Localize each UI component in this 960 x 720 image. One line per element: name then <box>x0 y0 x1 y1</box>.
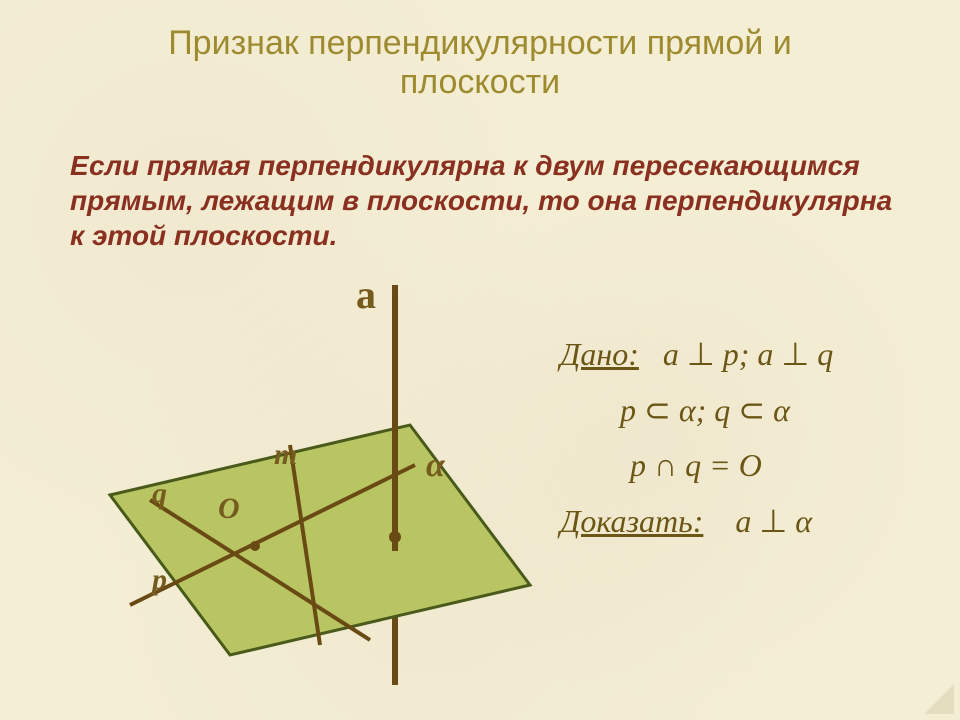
given-heading: Дано: <box>560 336 639 372</box>
geometry-diagram: а m q О p α <box>60 275 540 695</box>
theorem-text: Если прямая перпендикулярна к двум перес… <box>70 148 910 253</box>
corner-fold-icon <box>924 684 954 714</box>
label-m: m <box>274 438 297 472</box>
subset-icon: ⊂ <box>644 392 679 428</box>
title-line-2: плоскости <box>400 63 560 101</box>
given-line-2: p ⊂ α; q ⊂ α <box>560 391 940 429</box>
label-p: p <box>152 563 167 597</box>
title-line-1: Признак перпендикулярности прямой и <box>168 24 792 62</box>
label-alpha: α <box>426 447 445 485</box>
perp-icon: ⊥ <box>759 503 795 539</box>
given-block: Дано: а ⊥ p; а ⊥ q p ⊂ α; q ⊂ α p ∩ q = … <box>560 335 940 558</box>
diagram-svg <box>60 275 540 695</box>
label-o: О <box>218 492 240 526</box>
given-line-3: p ∩ q = O <box>560 447 940 484</box>
prove-line: Доказать: а ⊥ α <box>560 502 940 540</box>
subset-icon: ⊂ <box>738 392 773 428</box>
perp-icon: ⊥ <box>687 336 723 372</box>
slide-title: Признак перпендикулярности прямой и плос… <box>0 0 960 102</box>
perp-icon: ⊥ <box>781 336 817 372</box>
prove-heading: Доказать: <box>560 503 703 539</box>
label-a: а <box>356 271 376 318</box>
label-q: q <box>152 477 167 511</box>
given-line-1: Дано: а ⊥ p; а ⊥ q <box>560 335 940 373</box>
